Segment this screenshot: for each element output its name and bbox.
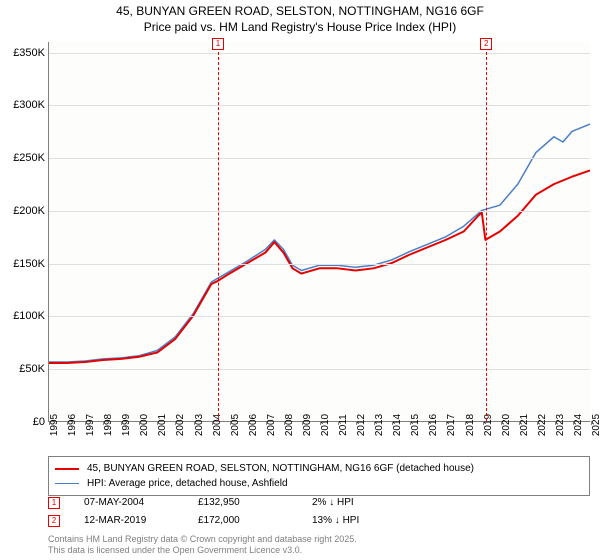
x-axis-label: 1999 [121, 414, 132, 436]
chart-title: 45, BUNYAN GREEN ROAD, SELSTON, NOTTINGH… [0, 0, 600, 35]
y-axis-label: £100K [13, 310, 45, 322]
gridline [49, 211, 590, 212]
footer-attribution: Contains HM Land Registry data © Crown c… [48, 534, 357, 556]
x-axis-label: 2000 [139, 414, 150, 436]
x-axis-label: 2003 [194, 414, 205, 436]
x-axis-label: 1997 [85, 414, 96, 436]
x-axis-label: 2021 [519, 414, 530, 436]
legend: 45, BUNYAN GREEN ROAD, SELSTON, NOTTINGH… [48, 456, 590, 496]
line-series-layer [49, 42, 590, 421]
legend-label: HPI: Average price, detached house, Ashf… [87, 476, 288, 491]
x-axis-label: 2009 [302, 414, 313, 436]
x-axis-label: 2001 [157, 414, 168, 436]
x-axis-label: 2002 [175, 414, 186, 436]
gridline [49, 158, 590, 159]
x-axis-label: 2011 [338, 414, 349, 436]
legend-swatch [55, 468, 79, 470]
x-axis-label: 2007 [266, 414, 277, 436]
event-marker-line [218, 42, 219, 421]
x-axis-label: 2014 [392, 414, 403, 436]
event-marker: 1 [212, 38, 224, 50]
gridline [49, 369, 590, 370]
x-axis-label: 1996 [67, 414, 78, 436]
annotation-marker: 1 [48, 497, 60, 509]
annotation-delta: 13% ↓ HPI [312, 512, 402, 530]
annotation-marker: 2 [48, 515, 60, 527]
gridline [49, 53, 590, 54]
annotation-table: 1 07-MAY-2004 £132,950 2% ↓ HPI 2 12-MAR… [48, 494, 590, 530]
footer-line-2: This data is licensed under the Open Gov… [48, 545, 357, 556]
y-axis-label: £200K [13, 205, 45, 217]
x-axis-label: 1995 [49, 414, 60, 436]
x-axis-label: 2018 [465, 414, 476, 436]
y-axis-label: £250K [13, 152, 45, 164]
gridline [49, 264, 590, 265]
legend-item-price-paid: 45, BUNYAN GREEN ROAD, SELSTON, NOTTINGH… [55, 461, 583, 476]
series-line-hpi [49, 124, 590, 362]
x-axis-label: 1998 [103, 414, 114, 436]
plot-area: £0£50K£100K£150K£200K£250K£300K£350K1995… [48, 42, 590, 422]
x-axis-label: 2023 [555, 414, 566, 436]
series-line-price_paid [49, 170, 590, 363]
event-marker: 2 [480, 38, 492, 50]
x-axis-label: 2025 [591, 414, 600, 436]
event-marker-line [486, 42, 487, 421]
legend-item-hpi: HPI: Average price, detached house, Ashf… [55, 476, 583, 491]
y-axis-label: £0 [33, 416, 45, 428]
x-axis-label: 2019 [483, 414, 494, 436]
annotation-row: 1 07-MAY-2004 £132,950 2% ↓ HPI [48, 494, 590, 512]
title-line-1: 45, BUNYAN GREEN ROAD, SELSTON, NOTTINGH… [0, 4, 600, 20]
legend-swatch [55, 483, 79, 484]
annotation-price: £132,950 [198, 494, 288, 512]
y-axis-label: £300K [13, 99, 45, 111]
x-axis-label: 2010 [320, 414, 331, 436]
footer-line-1: Contains HM Land Registry data © Crown c… [48, 534, 357, 545]
x-axis-label: 2024 [573, 414, 584, 436]
x-axis-label: 2008 [284, 414, 295, 436]
y-axis-label: £50K [19, 363, 45, 375]
x-axis-label: 2022 [537, 414, 548, 436]
x-axis-label: 2006 [248, 414, 259, 436]
title-line-2: Price paid vs. HM Land Registry's House … [0, 20, 600, 36]
gridline [49, 105, 590, 106]
y-axis-label: £350K [13, 47, 45, 59]
x-axis-label: 2012 [356, 414, 367, 436]
x-axis-label: 2017 [446, 414, 457, 436]
x-axis-label: 2005 [230, 414, 241, 436]
annotation-price: £172,000 [198, 512, 288, 530]
annotation-date: 12-MAR-2019 [84, 512, 174, 530]
x-axis-label: 2013 [374, 414, 385, 436]
x-axis-label: 2015 [410, 414, 421, 436]
chart-container: 45, BUNYAN GREEN ROAD, SELSTON, NOTTINGH… [0, 0, 600, 560]
annotation-delta: 2% ↓ HPI [312, 494, 402, 512]
x-axis-label: 2020 [501, 414, 512, 436]
x-axis-label: 2016 [428, 414, 439, 436]
annotation-row: 2 12-MAR-2019 £172,000 13% ↓ HPI [48, 512, 590, 530]
annotation-date: 07-MAY-2004 [84, 494, 174, 512]
y-axis-label: £150K [13, 258, 45, 270]
legend-label: 45, BUNYAN GREEN ROAD, SELSTON, NOTTINGH… [87, 461, 474, 476]
gridline [49, 316, 590, 317]
